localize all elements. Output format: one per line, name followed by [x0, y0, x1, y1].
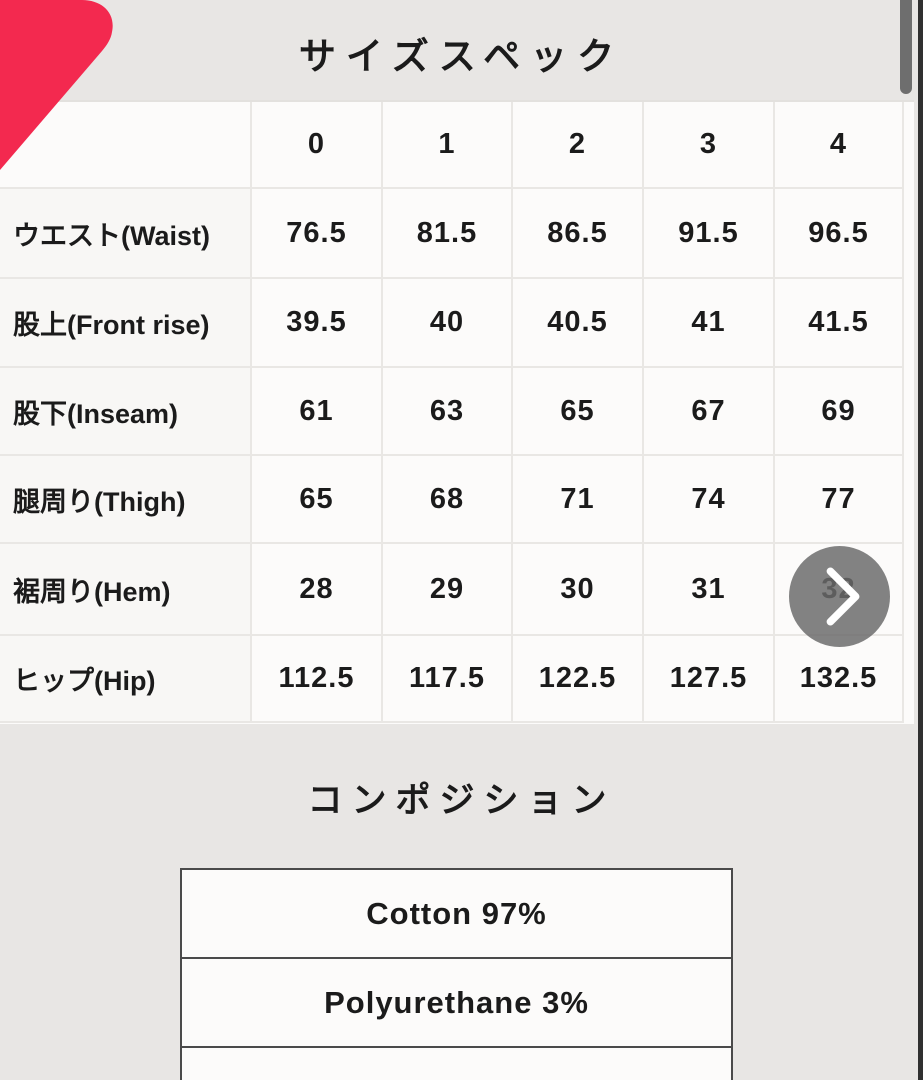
- corner-ribbon-shape: [0, 0, 113, 170]
- scroll-next-button[interactable]: [789, 546, 890, 647]
- size-spec-title: サイズスペック: [298, 36, 625, 77]
- composition-item-cutoff: [182, 1046, 731, 1080]
- thigh-value: 71: [513, 456, 644, 544]
- front-rise-value: 41: [644, 279, 775, 368]
- thigh-value: 68: [383, 456, 513, 544]
- hem-value: 30: [513, 544, 644, 636]
- row-label-front-rise: 股上(Front rise): [0, 279, 252, 368]
- waist-value: 96.5: [775, 189, 904, 279]
- chevron-right-icon: [826, 567, 860, 626]
- scrollbar-thumb[interactable]: [900, 0, 912, 94]
- waist-value: 91.5: [644, 189, 775, 279]
- size-col-header: 0: [252, 102, 383, 189]
- row-label-hip: ヒップ(Hip): [0, 636, 252, 723]
- size-spec-grid: 0 1 2 3 4 ウエスト(Waist) 76.5 81.5 86.5 91.…: [0, 102, 904, 723]
- row-label-hem: 裾周り(Hem): [0, 544, 252, 636]
- inseam-value: 67: [644, 368, 775, 456]
- hem-value: 29: [383, 544, 513, 636]
- size-col-header: 4: [775, 102, 904, 189]
- inseam-value: 63: [383, 368, 513, 456]
- size-spec-table[interactable]: 0 1 2 3 4 ウエスト(Waist) 76.5 81.5 86.5 91.…: [0, 100, 914, 724]
- size-col-header: 1: [383, 102, 513, 189]
- waist-value: 76.5: [252, 189, 383, 279]
- row-label-inseam: 股下(Inseam): [0, 368, 252, 456]
- hem-value: 28: [252, 544, 383, 636]
- composition-table: Cotton 97% Polyurethane 3%: [180, 868, 733, 1080]
- row-label-waist: ウエスト(Waist): [0, 189, 252, 279]
- screen-edge-strip: [918, 0, 923, 1080]
- hip-value: 122.5: [513, 636, 644, 723]
- size-col-header: 3: [644, 102, 775, 189]
- thigh-value: 74: [644, 456, 775, 544]
- hip-value: 127.5: [644, 636, 775, 723]
- front-rise-value: 40: [383, 279, 513, 368]
- hip-value: 112.5: [252, 636, 383, 723]
- inseam-value: 65: [513, 368, 644, 456]
- hip-value: 117.5: [383, 636, 513, 723]
- hip-value: 132.5: [775, 636, 904, 723]
- waist-value: 81.5: [383, 189, 513, 279]
- composition-item-polyurethane: Polyurethane 3%: [182, 957, 731, 1046]
- corner-ribbon-icon: [0, 0, 113, 170]
- hem-value: 31: [644, 544, 775, 636]
- thigh-value: 77: [775, 456, 904, 544]
- inseam-value: 61: [252, 368, 383, 456]
- composition-title: コンポジション: [307, 781, 616, 820]
- front-rise-value: 39.5: [252, 279, 383, 368]
- size-col-header: 2: [513, 102, 644, 189]
- row-label-thigh: 腿周り(Thigh): [0, 456, 252, 544]
- thigh-value: 65: [252, 456, 383, 544]
- waist-value: 86.5: [513, 189, 644, 279]
- front-rise-value: 41.5: [775, 279, 904, 368]
- composition-item-cotton: Cotton 97%: [182, 870, 731, 957]
- inseam-value: 69: [775, 368, 904, 456]
- front-rise-value: 40.5: [513, 279, 644, 368]
